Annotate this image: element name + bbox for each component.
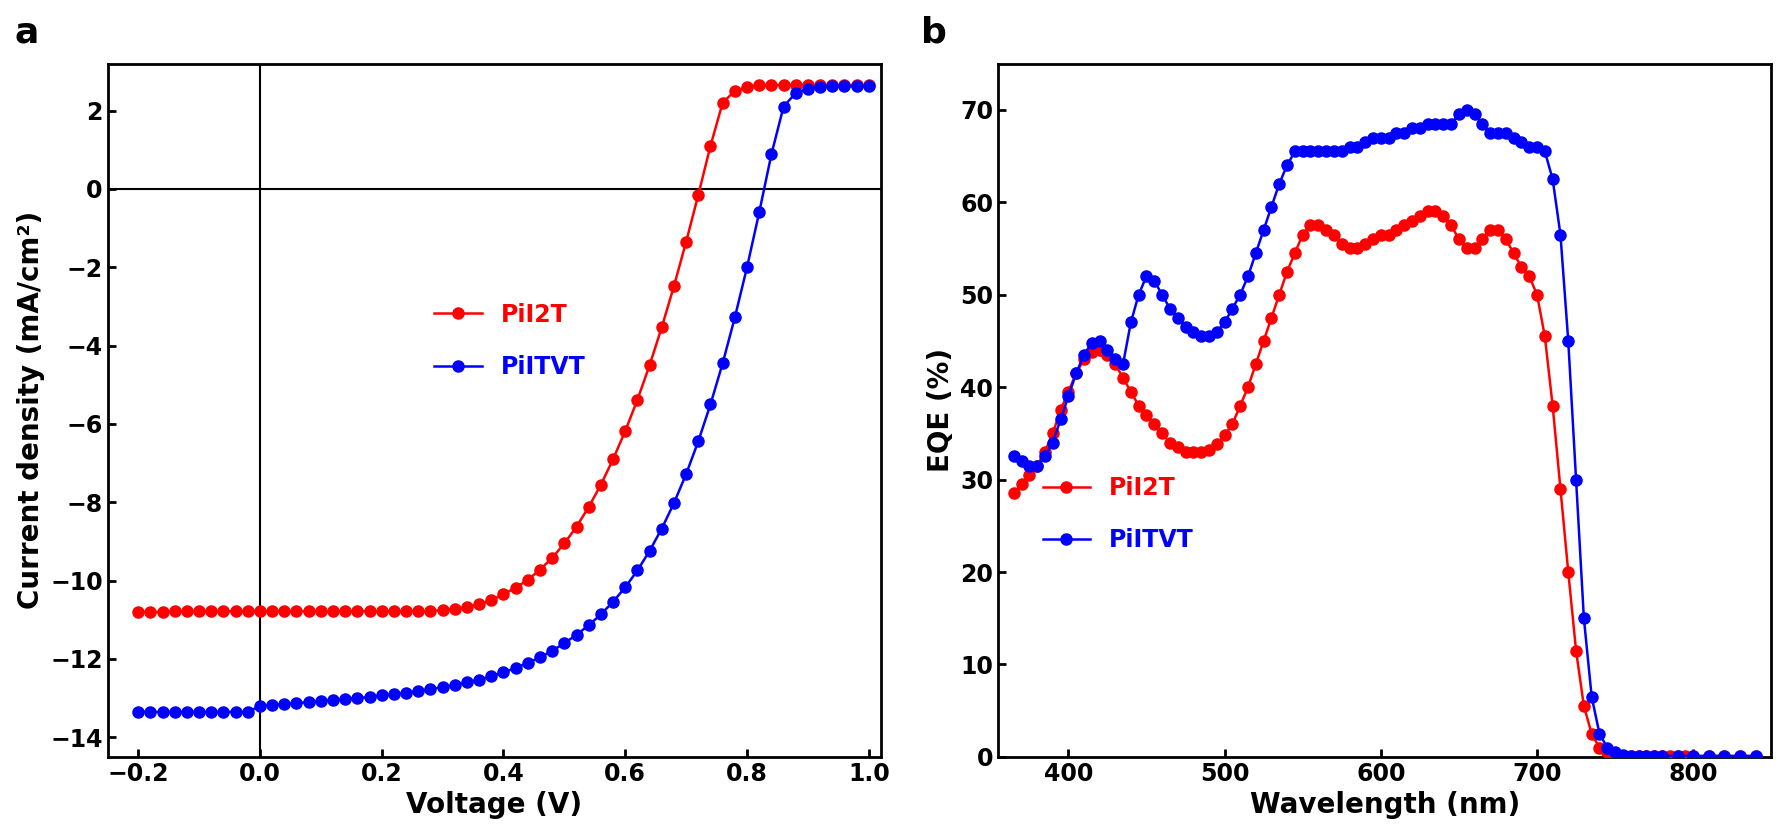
PiI2T [274,606,295,616]
PiI2T [565,522,586,532]
PiITVT [1590,729,1611,739]
PiITVT [1745,751,1767,761]
X-axis label: Voltage (V): Voltage (V) [406,792,583,819]
PiI2T [858,80,880,90]
PiITVT [383,689,404,699]
PiI2T [1581,729,1602,739]
PiI2T [772,80,794,90]
Legend: PiI2T, PiITVT: PiI2T, PiITVT [1033,466,1203,562]
PiITVT [1214,318,1236,328]
PiITVT [1620,751,1641,761]
PiITVT [1096,345,1118,355]
PiITVT [858,81,880,91]
X-axis label: Wavelength (nm): Wavelength (nm) [1250,792,1520,819]
PiITVT [565,630,586,640]
Line: PiITVT: PiITVT [1008,104,1761,762]
PiITVT [1495,128,1516,138]
Text: b: b [921,16,946,49]
PiI2T [1564,645,1586,655]
PiITVT [1713,751,1734,761]
PiITVT [127,707,148,717]
PiITVT [760,150,781,160]
PiITVT [274,699,295,709]
PiITVT [517,658,538,668]
PiI2T [1534,331,1556,341]
PiI2T [1604,750,1625,760]
PiITVT [1455,104,1477,115]
PiI2T [299,606,320,616]
PiITVT [1604,747,1625,757]
PiITVT [821,81,842,91]
Line: PiI2T: PiI2T [1008,206,1761,762]
Legend: PiI2T, PiITVT: PiI2T, PiITVT [426,293,595,389]
PiI2T [749,80,771,90]
PiI2T [1432,211,1454,221]
PiI2T [1003,488,1025,498]
Y-axis label: EQE (%): EQE (%) [926,348,955,472]
Line: PiITVT: PiITVT [132,81,874,717]
PiI2T [1416,206,1438,217]
Line: PiI2T: PiI2T [132,79,874,618]
PiI2T [517,575,538,585]
PiI2T [383,606,404,616]
PiI2T [1613,751,1634,761]
PiI2T [127,607,148,617]
Y-axis label: Current density (mA/cm²): Current density (mA/cm²) [16,212,45,609]
PiITVT [1003,451,1025,461]
PiI2T [1745,751,1767,761]
PiITVT [299,697,320,707]
Text: a: a [14,16,39,49]
PiI2T [1573,701,1595,711]
